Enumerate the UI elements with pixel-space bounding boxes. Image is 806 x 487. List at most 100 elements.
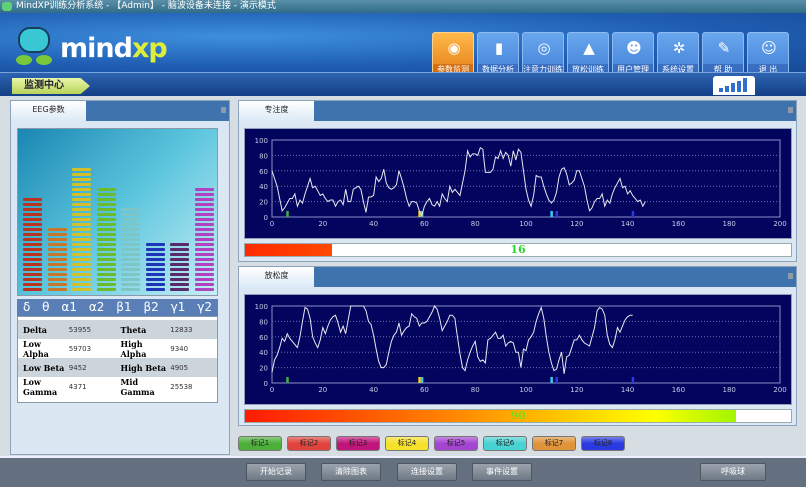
attention-bar-fill [245, 244, 333, 256]
eeg-panel: EEG参数 δ θ α1 α2 β1 β2 γ1 γ2 Delta 53955 Theta 1283… [10, 100, 230, 455]
clear-chart-button[interactable]: 清除图表 [321, 463, 381, 481]
x-tick-label: 120 [570, 386, 583, 394]
logo-text: mindxp [60, 33, 168, 64]
param-value: 4371 [68, 382, 87, 391]
marker-button-8[interactable]: 标记8 [581, 436, 625, 451]
x-tick-label: 100 [519, 220, 532, 228]
x-tick-label: 80 [471, 220, 480, 228]
event-marker [550, 377, 553, 383]
event-settings-button[interactable]: 事件设置 [472, 463, 532, 481]
table-row: Low Alpha 59703 High Alpha 9340 [18, 339, 217, 359]
attention-value: 16 [510, 243, 526, 256]
signal-bar [743, 78, 747, 92]
marker-button-2[interactable]: 标记2 [287, 436, 331, 451]
eeg-equalizer [17, 128, 218, 296]
x-tick-label: 0 [270, 386, 274, 394]
bar-chart-icon: ▮ [494, 39, 504, 57]
mascot-logo-icon [14, 27, 54, 69]
band-symbol: α1 [61, 300, 77, 314]
param-name: Delta [23, 324, 47, 335]
x-tick-label: 140 [621, 386, 634, 394]
marker-button-1[interactable]: 标记1 [238, 436, 282, 451]
plot-frame [271, 139, 781, 218]
x-tick-label: 120 [570, 220, 583, 228]
signal-bar [737, 80, 741, 92]
pin-icon[interactable] [788, 107, 793, 113]
table-row: Low Beta 9452 High Beta 4905 [18, 358, 217, 377]
x-tick-label: 160 [672, 386, 685, 394]
connection-settings-button[interactable]: 连接设置 [397, 463, 457, 481]
param-value: 9340 [170, 344, 189, 353]
landscape-icon: ▲ [583, 39, 595, 57]
eeg-bar-4 [121, 206, 140, 291]
x-tick-label: 180 [723, 220, 736, 228]
param-value: 12833 [170, 325, 193, 334]
eeg-bar-3 [96, 186, 116, 291]
marker-button-3[interactable]: 标记3 [336, 436, 380, 451]
x-tick-label: 140 [621, 220, 634, 228]
tab-attention[interactable]: 专注度 [239, 101, 314, 121]
tab-eeg[interactable]: EEG参数 [11, 101, 86, 121]
users-icon: ☻ [626, 39, 642, 57]
marker-button-5[interactable]: 标记5 [434, 436, 478, 451]
window-title: MindXP训练分析系统 - 【Admin】 - 脑波设备未连接 - 演示模式 [16, 1, 276, 11]
eeg-bar-5 [145, 241, 165, 291]
param-value: 53955 [68, 325, 92, 334]
marker-button-6[interactable]: 标记6 [483, 436, 527, 451]
start-recording-button[interactable]: 开始记录 [246, 463, 306, 481]
marker-button-7[interactable]: 标记7 [532, 436, 576, 451]
y-tick-label: 0 [264, 380, 268, 388]
marker-button-4[interactable]: 标记4 [385, 436, 429, 451]
eeg-bar-6 [170, 241, 189, 291]
x-tick-label: 160 [672, 220, 685, 228]
relaxation-value-bar: 90 [244, 409, 792, 423]
signal-bar [731, 83, 735, 92]
x-tick-label: 60 [420, 386, 429, 394]
series-line [271, 305, 633, 374]
param-name: Low Gamma [23, 376, 58, 397]
pin-icon[interactable] [788, 273, 793, 279]
eeg-values-table: Delta 53955 Theta 12833 Low Alpha 59703 High A… [17, 316, 218, 403]
relaxation-chart: 0 20 40 60 80 100 0 20 40 60 80 100 120 140 160 180 200 [255, 303, 787, 394]
signal-bar [719, 88, 723, 92]
y-tick-label: 20 [259, 199, 268, 207]
param-value: 25538 [170, 382, 193, 391]
signal-bar [725, 85, 729, 92]
nav-button-6[interactable]: ✎ 帮 助 [702, 32, 744, 78]
y-tick-label: 60 [259, 168, 268, 176]
eeg-bar-0 [23, 196, 42, 291]
nav-button-0[interactable]: ◉ 参数监测 [432, 32, 474, 78]
event-marker [286, 211, 289, 217]
x-tick-label: 80 [471, 386, 480, 394]
band-symbol: γ1 [170, 300, 186, 314]
eeg-bar-2 [72, 166, 91, 291]
event-marker [631, 377, 635, 383]
breathing-ball-button[interactable]: 呼吸球 [700, 463, 766, 481]
relaxation-bar-fill [245, 410, 737, 422]
event-marker [420, 377, 424, 383]
band-symbol: θ [42, 300, 50, 314]
event-marker [418, 211, 421, 217]
event-marker [631, 211, 635, 217]
signal-strength-icon [713, 76, 755, 95]
eeg-bar-1 [47, 226, 67, 291]
section-bar: 监测中心 [0, 72, 806, 96]
tab-relaxation[interactable]: 放松度 [239, 267, 314, 287]
param-name: Low Beta [23, 362, 65, 373]
help-icon: ✎ [717, 39, 731, 57]
x-tick-label: 180 [723, 386, 736, 394]
y-tick-label: 60 [259, 334, 268, 342]
x-tick-label: 0 [270, 220, 274, 228]
x-tick-label: 60 [420, 220, 429, 228]
band-symbol: γ2 [197, 300, 213, 314]
param-value: 59703 [68, 344, 92, 353]
relaxation-panel: 放松度 0 20 40 60 80 100 0 20 40 60 80 100 120 140 160 180… [238, 266, 797, 426]
plot-frame [271, 305, 781, 384]
relaxation-value: 90 [510, 409, 526, 422]
band-symbols: δ θ α1 α2 β1 β2 γ1 γ2 [17, 299, 218, 316]
y-tick-label: 40 [259, 183, 268, 191]
table-row: Low Gamma 4371 Mid Gamma 25538 [18, 376, 217, 397]
event-marker [550, 211, 553, 217]
band-symbol: β1 [116, 300, 132, 314]
pin-icon[interactable] [221, 107, 226, 113]
